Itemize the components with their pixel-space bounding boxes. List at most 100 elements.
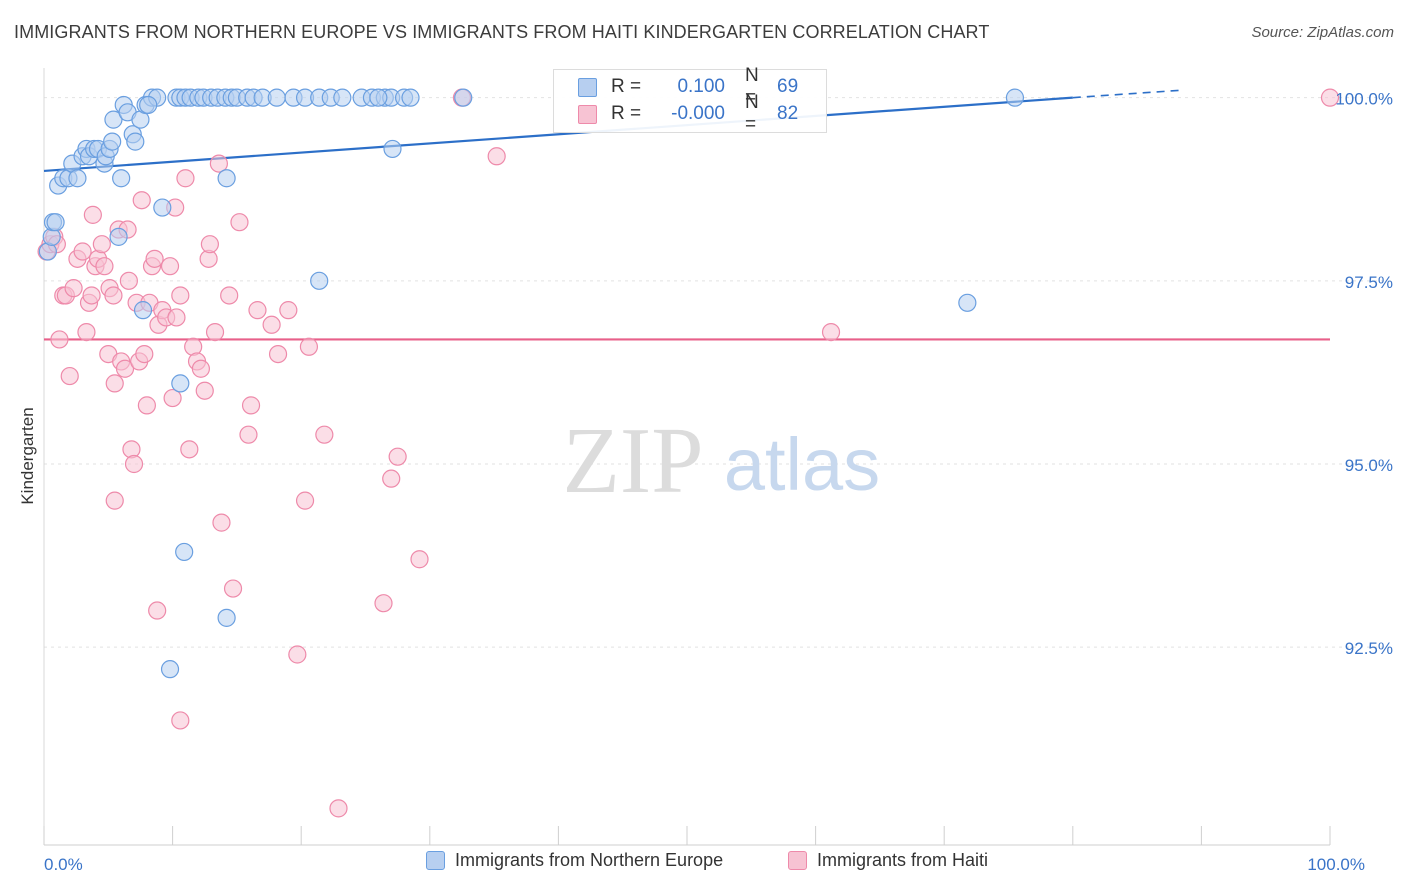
point-haiti (60, 366, 79, 386)
point-northern-europe (1005, 88, 1025, 107)
point-haiti (77, 323, 96, 342)
legend-r-value: -0.000 (671, 103, 725, 124)
point-haiti (135, 344, 154, 364)
point-northern-europe (133, 301, 153, 320)
point-northern-europe (175, 542, 194, 562)
point-northern-europe (46, 213, 65, 232)
legend-item-haiti[interactable]: Immigrants from Haiti (788, 850, 988, 871)
correlation-legend: R = 0.100 N = 69 R = -0.000 N = 82 (553, 65, 827, 135)
legend-swatch-blue (578, 77, 597, 97)
point-haiti (124, 454, 144, 474)
series-legend: Immigrants from Northern Europe Immigran… (0, 850, 1406, 880)
legend-item-northern-europe[interactable]: Immigrants from Northern Europe (426, 850, 723, 871)
point-haiti (487, 147, 506, 166)
point-haiti (82, 286, 101, 305)
point-northern-europe (171, 374, 190, 393)
point-haiti (230, 213, 249, 232)
point-haiti (119, 271, 138, 290)
legend-label: Immigrants from Northern Europe (455, 850, 724, 870)
legend-r-value: 0.100 (677, 76, 725, 97)
point-northern-europe (153, 198, 172, 217)
point-northern-europe (401, 88, 420, 107)
point-haiti (410, 550, 429, 569)
point-northern-europe (126, 132, 145, 151)
point-haiti (64, 279, 83, 298)
point-northern-europe (217, 608, 236, 627)
point-haiti (209, 154, 228, 173)
point-haiti (160, 257, 180, 276)
point-haiti (268, 344, 288, 364)
data-points (37, 88, 1340, 818)
y-tick-label: 92.5% (1345, 639, 1393, 658)
point-haiti (83, 205, 102, 224)
point-haiti (163, 388, 182, 408)
point-haiti (191, 359, 210, 378)
gridlines (44, 97, 1392, 648)
watermark: ZIP atlas (563, 409, 881, 513)
point-haiti (279, 301, 298, 320)
legend-row-haiti: R = -0.000 N = 82 (578, 92, 799, 135)
y-axis-label: Kindergarten (18, 407, 37, 505)
point-haiti (137, 396, 156, 415)
point-haiti (382, 469, 401, 488)
point-haiti (248, 301, 267, 320)
watermark-zip: ZIP (563, 409, 704, 513)
point-haiti (821, 323, 841, 342)
y-tick-label: 100.0% (1335, 90, 1393, 109)
legend-r-label: R = (611, 103, 642, 124)
point-haiti (95, 257, 114, 276)
point-haiti (200, 235, 219, 254)
point-haiti (288, 645, 307, 664)
point-northern-europe (160, 660, 180, 679)
point-haiti (205, 323, 225, 342)
y-tick-label: 95.0% (1345, 456, 1393, 475)
point-haiti (223, 579, 243, 598)
point-haiti (388, 447, 407, 466)
point-haiti (176, 169, 195, 188)
point-northern-europe (139, 95, 158, 115)
point-haiti (212, 513, 231, 532)
point-northern-europe (333, 88, 352, 107)
y-tick-label: 97.5% (1345, 273, 1393, 292)
legend-n-value: 82 (777, 103, 799, 124)
point-haiti (105, 491, 124, 510)
legend-label: Immigrants from Haiti (817, 850, 989, 870)
point-haiti (299, 337, 319, 356)
point-haiti (374, 594, 393, 613)
legend-swatch-blue (426, 851, 445, 870)
point-northern-europe (383, 139, 402, 159)
legend-n-value: 69 (777, 76, 799, 97)
point-northern-europe (267, 88, 286, 107)
x-tick-label: 0.0% (44, 855, 83, 874)
point-northern-europe (369, 88, 388, 107)
point-haiti (295, 491, 315, 510)
point-northern-europe (958, 293, 977, 312)
legend-n-label: N = (745, 92, 759, 135)
point-northern-europe (104, 110, 123, 129)
point-northern-europe (112, 169, 131, 188)
point-northern-europe (109, 227, 128, 246)
point-haiti (132, 191, 151, 210)
legend-r-label: R = (611, 76, 642, 97)
point-haiti (171, 286, 190, 305)
point-haiti (105, 374, 124, 393)
point-northern-europe (217, 169, 236, 188)
point-haiti (115, 359, 135, 378)
point-northern-europe (310, 271, 329, 290)
point-haiti (50, 330, 69, 349)
tick-labels: 100.0% 97.5% 95.0% 92.5% 0.0% 100.0% (44, 90, 1393, 874)
point-haiti (329, 799, 348, 818)
point-haiti (73, 242, 92, 261)
point-haiti (239, 425, 258, 444)
trend-line-extension (1072, 89, 1181, 99)
point-haiti (180, 440, 199, 459)
point-haiti (171, 711, 190, 730)
point-haiti (148, 601, 167, 620)
point-haiti (220, 286, 239, 305)
point-northern-europe (103, 132, 122, 151)
legend-swatch-pink (578, 104, 597, 124)
point-haiti (104, 286, 123, 305)
x-tick-label: 100.0% (1307, 855, 1365, 874)
axes (43, 68, 1331, 846)
